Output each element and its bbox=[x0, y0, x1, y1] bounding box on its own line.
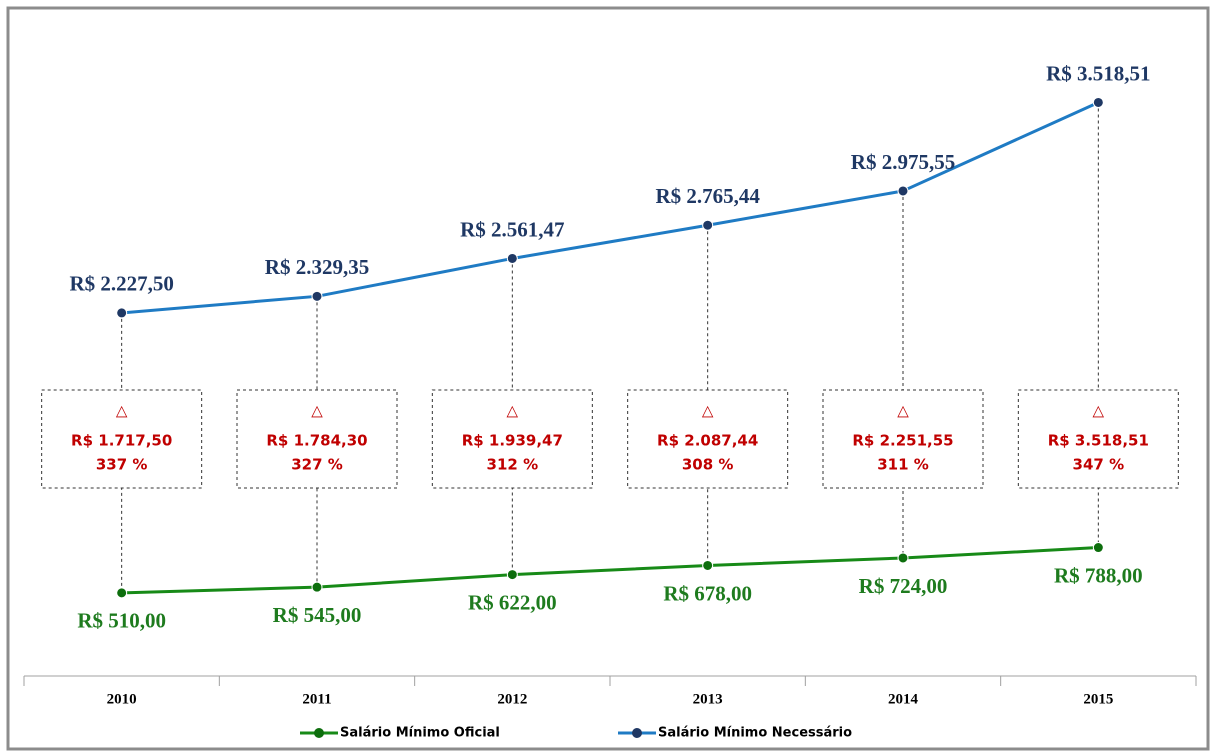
data-label: R$ 2.561,47 bbox=[460, 217, 564, 241]
data-label: R$ 2.765,44 bbox=[655, 184, 760, 208]
marker bbox=[702, 559, 714, 571]
marker bbox=[1092, 96, 1104, 108]
annotation-difference: R$ 1.717,50 bbox=[71, 432, 172, 450]
annotation-difference: R$ 1.939,47 bbox=[462, 432, 563, 450]
data-label: R$ 2.975,55 bbox=[851, 150, 955, 174]
annotation-symbol: △ bbox=[507, 402, 519, 420]
annotation-difference: R$ 3.518,51 bbox=[1048, 432, 1149, 450]
marker bbox=[897, 552, 909, 564]
data-label: R$ 3.518,51 bbox=[1046, 61, 1150, 85]
annotation-difference: R$ 2.251,55 bbox=[852, 432, 953, 450]
data-label: R$ 2.329,35 bbox=[265, 255, 369, 279]
annotation-percent: 337 % bbox=[96, 456, 148, 474]
x-tick-label: 2013 bbox=[693, 691, 723, 707]
x-tick-label: 2010 bbox=[107, 691, 137, 707]
annotation-box bbox=[627, 389, 789, 489]
data-label: R$ 678,00 bbox=[663, 581, 752, 605]
marker bbox=[897, 185, 909, 197]
annotation-symbol: △ bbox=[311, 402, 323, 420]
annotation-box bbox=[41, 389, 203, 489]
legend-marker bbox=[632, 728, 642, 738]
data-label: R$ 788,00 bbox=[1054, 563, 1143, 587]
legend-label: Salário Mínimo Oficial bbox=[340, 726, 500, 741]
annotation-box bbox=[1017, 389, 1179, 489]
annotation-symbol: △ bbox=[897, 402, 909, 420]
legend-label: Salário Mínimo Necessário bbox=[658, 726, 852, 741]
marker bbox=[116, 587, 128, 599]
data-label: R$ 622,00 bbox=[468, 590, 557, 614]
annotation-symbol: △ bbox=[116, 402, 128, 420]
marker bbox=[116, 307, 128, 319]
marker bbox=[311, 581, 323, 593]
annotation-difference: R$ 1.784,30 bbox=[266, 432, 367, 450]
marker bbox=[1092, 542, 1104, 554]
marker bbox=[702, 219, 714, 231]
annotation-percent: 311 % bbox=[877, 456, 929, 474]
series-line bbox=[121, 101, 1099, 315]
legend-marker bbox=[314, 728, 324, 738]
data-label: R$ 724,00 bbox=[859, 574, 948, 598]
marker bbox=[506, 569, 518, 581]
data-label: R$ 2.227,50 bbox=[69, 272, 173, 296]
annotation-difference: R$ 2.087,44 bbox=[657, 432, 758, 450]
data-label: R$ 510,00 bbox=[77, 609, 166, 633]
marker bbox=[311, 290, 323, 302]
annotation-percent: 308 % bbox=[682, 456, 734, 474]
data-label: R$ 545,00 bbox=[273, 603, 362, 627]
chart-frame bbox=[6, 6, 1210, 751]
annotation-percent: 347 % bbox=[1073, 456, 1125, 474]
annotation-percent: 327 % bbox=[291, 456, 343, 474]
x-tick-label: 2014 bbox=[888, 691, 919, 707]
marker bbox=[506, 252, 518, 264]
annotation-symbol: △ bbox=[702, 402, 714, 420]
series-line bbox=[121, 546, 1099, 595]
annotation-box bbox=[236, 389, 398, 489]
annotation-box bbox=[822, 389, 984, 489]
annotation-box bbox=[431, 389, 593, 489]
annotation-symbol: △ bbox=[1093, 402, 1105, 420]
annotation-percent: 312 % bbox=[487, 456, 539, 474]
x-tick-label: 2015 bbox=[1083, 691, 1113, 707]
x-tick-label: 2012 bbox=[497, 691, 527, 707]
x-tick-label: 2011 bbox=[302, 691, 331, 707]
